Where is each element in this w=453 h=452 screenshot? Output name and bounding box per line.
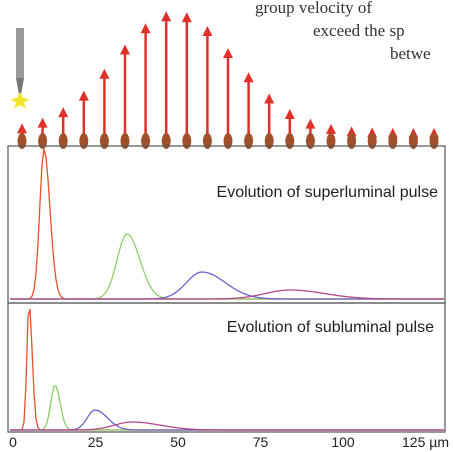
- arrow-head: [243, 72, 254, 83]
- x-tick-label: 100: [331, 434, 355, 450]
- atom: [58, 133, 68, 149]
- atom: [388, 133, 398, 149]
- atom: [161, 133, 171, 149]
- arrow-head: [99, 68, 110, 79]
- arrow-head: [284, 108, 295, 119]
- atom: [38, 133, 48, 149]
- pulse-curve: [10, 409, 444, 431]
- atom: [264, 133, 274, 149]
- arrow-head: [120, 44, 130, 55]
- pulse-curve: [10, 271, 444, 300]
- pulse-curve: [10, 148, 444, 300]
- pulse-curve: [10, 289, 444, 300]
- x-tick-label: 125 µm: [402, 434, 449, 450]
- panel-frame: [7, 145, 446, 304]
- atom: [182, 133, 192, 149]
- atom: [79, 133, 89, 149]
- atom: [285, 133, 295, 149]
- arrow-head: [346, 126, 357, 137]
- arrow-head: [202, 25, 213, 36]
- arrow-head: [326, 123, 336, 134]
- body-text: exceed the sp: [313, 21, 405, 40]
- atom: [141, 133, 151, 149]
- arrow-head: [140, 23, 151, 34]
- arrow-head: [161, 11, 172, 22]
- atom: [367, 133, 377, 149]
- panel-frame: [7, 302, 446, 433]
- atom: [326, 133, 336, 149]
- arrow-head: [305, 118, 316, 129]
- body-text: betwe: [390, 44, 431, 63]
- atom: [244, 133, 254, 149]
- pulse-curves: [10, 148, 444, 431]
- panel-title: Evolution of superluminal pulse: [217, 184, 439, 201]
- arrow-head: [17, 123, 27, 134]
- arrow-head: [58, 107, 69, 118]
- atom: [99, 133, 109, 149]
- pulse-curve: [10, 385, 444, 431]
- arrow-head: [181, 12, 192, 23]
- atom: [347, 133, 357, 149]
- atom: [223, 133, 233, 149]
- x-tick-label: 25: [88, 434, 104, 450]
- atom: [408, 133, 418, 149]
- atom: [305, 133, 315, 149]
- x-tick-label: 50: [170, 434, 186, 450]
- arrow-head: [223, 48, 233, 59]
- arrow-head: [37, 117, 48, 128]
- panel-title: Evolution of subluminal pulse: [227, 319, 434, 336]
- arrow-row: [17, 11, 439, 149]
- atom: [202, 133, 212, 149]
- arrow-head: [78, 90, 89, 101]
- atom: [429, 133, 439, 149]
- pulse-curve: [10, 421, 444, 431]
- atom: [17, 133, 27, 149]
- x-tick-label: 75: [253, 434, 269, 450]
- body-text: group velocity of: [255, 0, 372, 17]
- x-axis: 0 25 50 75 100 125 µm: [9, 434, 449, 450]
- arrow-head: [264, 93, 275, 104]
- pulse-curve: [10, 233, 444, 300]
- laser-tip: [11, 28, 29, 109]
- x-tick-label: 0: [9, 434, 17, 450]
- atom: [120, 133, 130, 149]
